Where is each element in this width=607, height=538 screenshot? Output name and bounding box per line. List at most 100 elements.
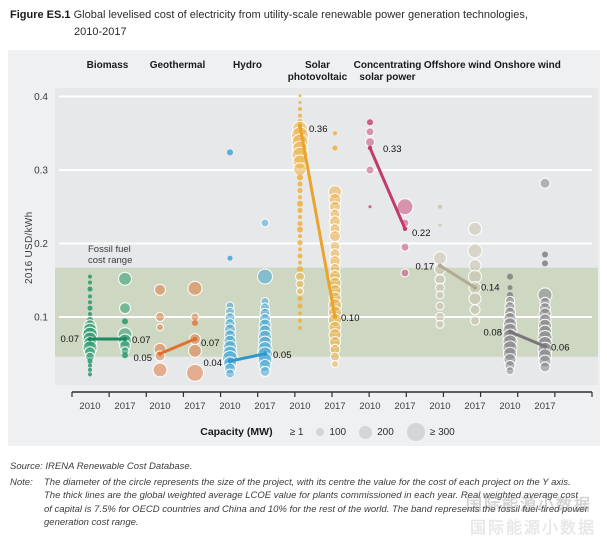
watermark: 国际能源小数据 xyxy=(466,497,593,514)
data-bubble xyxy=(187,280,203,296)
data-bubble xyxy=(122,352,128,359)
data-bubble xyxy=(185,363,205,382)
average-value-label: 0.22 xyxy=(412,228,431,239)
average-point xyxy=(157,351,163,356)
average-point xyxy=(297,123,303,129)
data-bubble xyxy=(259,365,271,377)
data-bubble xyxy=(297,181,303,187)
data-bubble xyxy=(227,255,233,261)
data-bubble xyxy=(88,274,92,279)
data-bubble xyxy=(328,230,342,243)
data-bubble xyxy=(400,268,410,278)
data-bubble xyxy=(224,368,236,379)
year-label: 2010 xyxy=(359,401,380,412)
data-bubble xyxy=(154,311,166,323)
data-bubble xyxy=(400,242,410,252)
note-lines: The diameter of the circle represents th… xyxy=(44,476,588,529)
data-bubble xyxy=(298,260,302,265)
data-bubble xyxy=(298,195,302,200)
tech-header-onshore-wind: Onshore wind xyxy=(494,60,561,71)
average-lcoe-line xyxy=(508,330,547,348)
note-block: Note: The diameter of the circle represe… xyxy=(10,476,600,529)
figure-title: Figure ES.1 Global levelised cost of ele… xyxy=(10,7,598,41)
y-tick-label: 0.2 xyxy=(34,239,48,250)
data-bubble xyxy=(87,358,93,364)
y-tick-label: 0.3 xyxy=(34,166,48,177)
average-value-label: 0.04 xyxy=(204,358,223,369)
year-label: 2017 xyxy=(184,401,205,412)
data-bubble xyxy=(297,253,303,259)
data-bubble xyxy=(368,205,372,209)
data-bubble xyxy=(435,290,445,300)
data-bubble xyxy=(542,251,548,258)
average-value-label: 0.05 xyxy=(134,353,153,364)
average-value-label: 0.17 xyxy=(416,262,435,273)
legend-item: ≥ 1 xyxy=(290,427,304,438)
year-label: 2017 xyxy=(114,401,135,412)
source-line: Source: IRENA Renewable Cost Database. xyxy=(10,461,193,472)
figure-title-text: Global levelised cost of electricity fro… xyxy=(73,9,528,21)
year-label: 2017 xyxy=(534,401,555,412)
data-bubble xyxy=(152,362,168,378)
average-point xyxy=(507,329,513,334)
data-bubble xyxy=(297,266,303,273)
data-bubble xyxy=(297,226,303,233)
data-bubble xyxy=(87,286,93,292)
data-bubble xyxy=(298,215,302,220)
tech-header-solar-photovoltaic: Solar photovoltaic xyxy=(287,60,348,83)
year-label: 2010 xyxy=(429,401,450,412)
data-bubble xyxy=(295,279,305,289)
average-point xyxy=(472,285,478,290)
data-bubble xyxy=(469,315,481,326)
year-label: 2017 xyxy=(324,401,345,412)
note-line: generation cost range. xyxy=(44,516,139,528)
data-bubble xyxy=(260,218,270,228)
data-bubble xyxy=(190,312,200,322)
data-bubble xyxy=(87,305,93,311)
watermark-shadow: 国际能源小数据 xyxy=(470,520,597,537)
legend-item-label: ≥ 1 xyxy=(289,426,304,438)
legend-item: 100 xyxy=(316,427,346,438)
average-lcoe-line xyxy=(298,124,337,319)
average-point xyxy=(332,314,338,320)
data-bubble xyxy=(297,207,303,213)
legend-item-label: ≥ 300 xyxy=(429,426,455,438)
data-bubble xyxy=(118,302,132,315)
average-point xyxy=(192,336,198,342)
data-bubble xyxy=(298,100,302,104)
capacity-legend: Capacity (MW) ≥ 1 100 200 ≥ 300 xyxy=(55,421,600,443)
data-bubble xyxy=(297,200,303,207)
legend-size-circle xyxy=(359,425,373,439)
data-bubble xyxy=(88,300,92,305)
data-bubble xyxy=(153,283,167,296)
data-bubble xyxy=(187,343,203,358)
year-label: 2017 xyxy=(254,401,275,412)
average-lcoe-line xyxy=(158,337,197,356)
year-label: 2010 xyxy=(79,401,100,412)
tech-header-offshore-wind: Offshore wind xyxy=(423,60,492,71)
average-value-label: 0.06 xyxy=(551,342,570,353)
tech-header-concentrating-solar-power: Concentrating solar power xyxy=(353,60,422,83)
data-bubble xyxy=(227,149,233,156)
average-point xyxy=(122,336,128,342)
data-bubble xyxy=(365,127,375,137)
data-bubble xyxy=(467,221,483,236)
data-bubble xyxy=(297,240,303,246)
data-bubble xyxy=(435,301,445,311)
average-value-label: 0.33 xyxy=(383,144,402,155)
year-label: 2017 xyxy=(464,401,485,412)
data-bubble xyxy=(192,319,198,326)
legend-item-label: 200 xyxy=(377,426,394,438)
fossil-band-label: cost range xyxy=(88,255,132,266)
data-bubble xyxy=(298,106,302,111)
legend-size-circle xyxy=(406,423,425,441)
data-bubble xyxy=(256,268,274,285)
data-bubble xyxy=(155,323,165,332)
data-bubble xyxy=(467,243,483,259)
data-bubble xyxy=(539,361,551,373)
data-bubble xyxy=(88,372,92,377)
average-value-label: 0.05 xyxy=(273,350,292,361)
legend-item: 200 xyxy=(359,425,394,439)
data-bubble xyxy=(542,260,548,267)
data-bubble xyxy=(330,359,340,369)
